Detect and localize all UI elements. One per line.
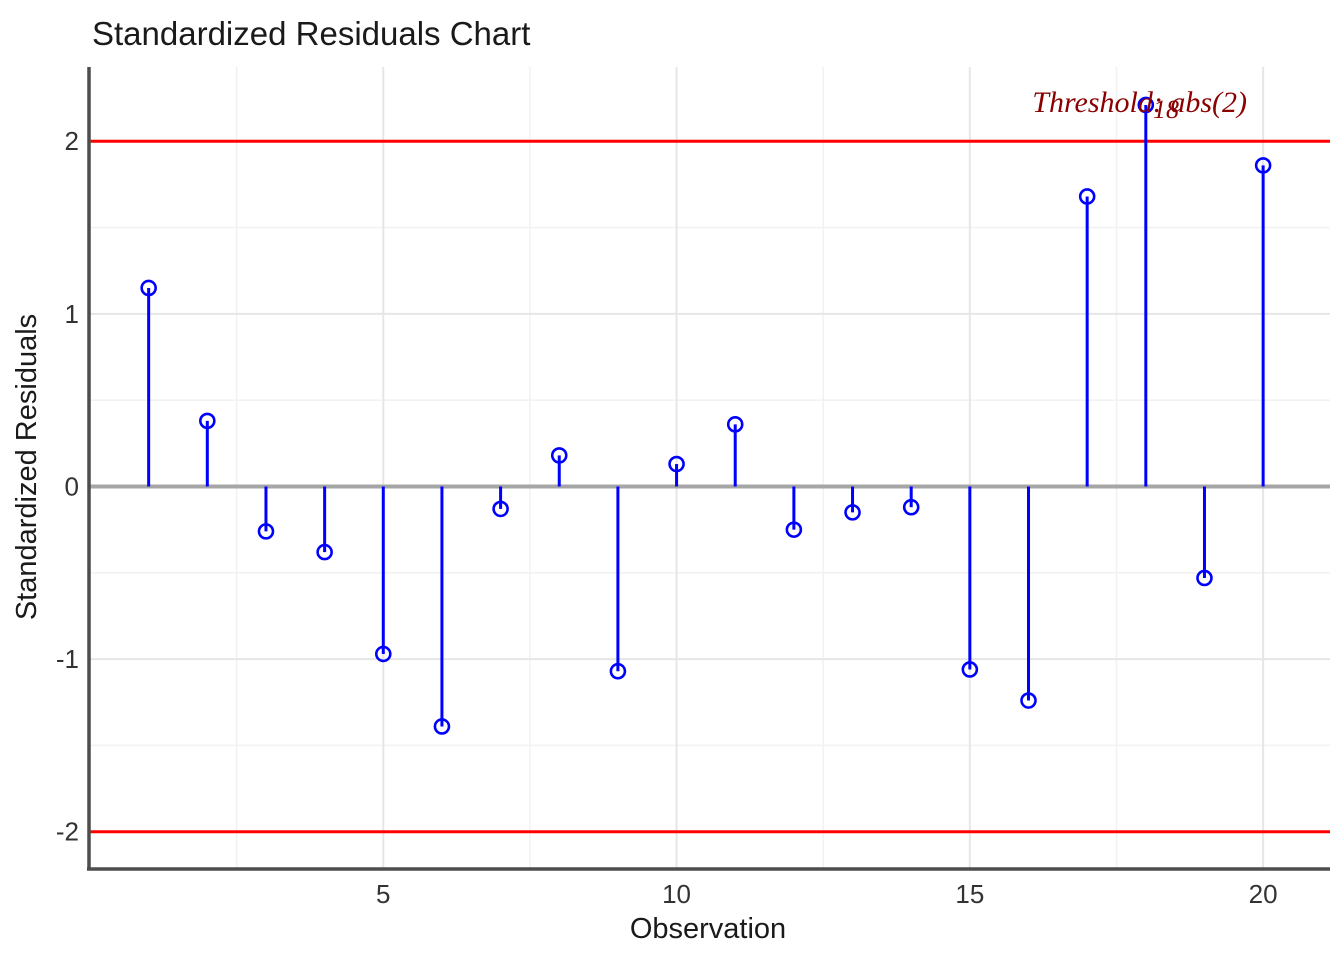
x-axis-tick-labels: 5 10 15 20: [376, 879, 1278, 909]
residual-point: [550, 447, 568, 464]
residual-point: [902, 498, 920, 516]
y-axis-title: Standardized Residuals: [11, 314, 43, 620]
residual-point: [199, 412, 216, 430]
residual-points: [140, 96, 1272, 735]
residual-point: [1196, 569, 1213, 587]
residual-point: [1020, 692, 1037, 709]
axis-lines: [87, 67, 1330, 871]
x-tick-label: 10: [662, 879, 691, 909]
y-axis-tick-labels: 2 1 0 -1 -2: [56, 126, 79, 847]
x-tick-label: 20: [1249, 879, 1278, 909]
residual-point: [1137, 96, 1155, 114]
residual-point: [374, 645, 392, 663]
minor-gridlines: [90, 67, 1330, 868]
residual-point: [433, 718, 451, 735]
y-tick-label: -1: [56, 644, 79, 674]
residual-point: [140, 279, 157, 297]
residual-point: [609, 662, 627, 680]
x-tick-label: 15: [955, 879, 984, 909]
residual-point: [844, 504, 861, 521]
y-tick-label: 1: [65, 299, 79, 329]
threshold-lines: [90, 139, 1330, 834]
residual-point: [1078, 188, 1096, 205]
residual-point: [316, 543, 333, 561]
chart-title: Standardized Residuals Chart: [92, 15, 530, 52]
x-tick-label: 5: [376, 879, 390, 909]
residual-point: [1254, 157, 1272, 174]
residual-point: [961, 661, 979, 678]
residual-point: [492, 500, 509, 518]
y-tick-label: -2: [56, 817, 79, 847]
y-tick-label: 2: [65, 126, 79, 156]
outlier-point-label: 18: [1153, 95, 1179, 124]
residual-point: [668, 455, 685, 473]
threshold-annotation: Threshold: abs(2): [1032, 86, 1247, 119]
residual-point: [785, 521, 803, 538]
residual-point: [257, 523, 275, 540]
residual-stems: [147, 104, 1265, 727]
x-axis-title: Observation: [630, 913, 786, 945]
y-tick-label: 0: [65, 471, 79, 501]
major-gridlines: [90, 67, 1330, 868]
residual-point: [726, 416, 744, 433]
